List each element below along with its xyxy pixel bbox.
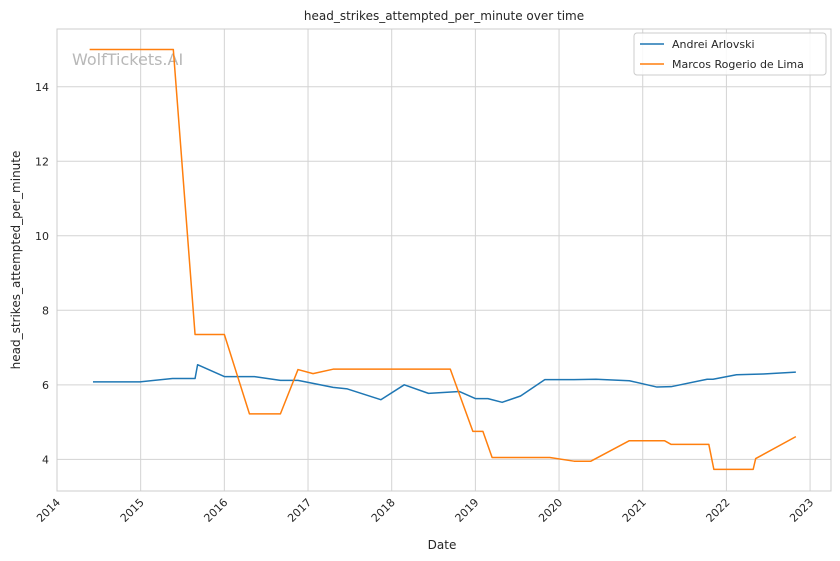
y-axis-label: head_strikes_attempted_per_minute — [9, 151, 23, 370]
plot-area — [57, 29, 831, 491]
y-tick-labels: 4 6 8 10 12 14 — [35, 81, 49, 467]
series-line-andrei-arlovski — [92, 363, 796, 404]
y-tick-label: 6 — [42, 379, 49, 392]
series-line-marcos-rogerio-de-lima — [89, 48, 797, 471]
y-tick-label: 12 — [35, 155, 49, 168]
legend-label-marcos-rogerio-de-lima: Marcos Rogerio de Lima — [672, 58, 804, 71]
y-tick-label: 10 — [35, 230, 49, 243]
legend-box — [633, 32, 827, 76]
x-tick-labels: 2014 2015 2016 2017 2018 2019 2020 2021 2022 2023 — [34, 496, 816, 525]
x-axis-label: Date — [428, 538, 457, 552]
y-tick-label: 14 — [35, 81, 49, 94]
y-tick-label: 4 — [42, 453, 49, 466]
plot-frame — [56, 28, 832, 492]
legend: Andrei Arlovski Marcos Rogerio de Lima — [633, 32, 827, 76]
x-gridlines — [56, 29, 811, 491]
series-lines — [89, 48, 797, 471]
legend-label-andrei-arlovski: Andrei Arlovski — [672, 38, 755, 51]
chart-title: head_strikes_attempted_per_minute over t… — [304, 9, 584, 23]
watermark: WolfTickets.AI — [72, 50, 183, 69]
y-tick-label: 8 — [42, 304, 49, 317]
y-gridlines — [57, 86, 831, 460]
